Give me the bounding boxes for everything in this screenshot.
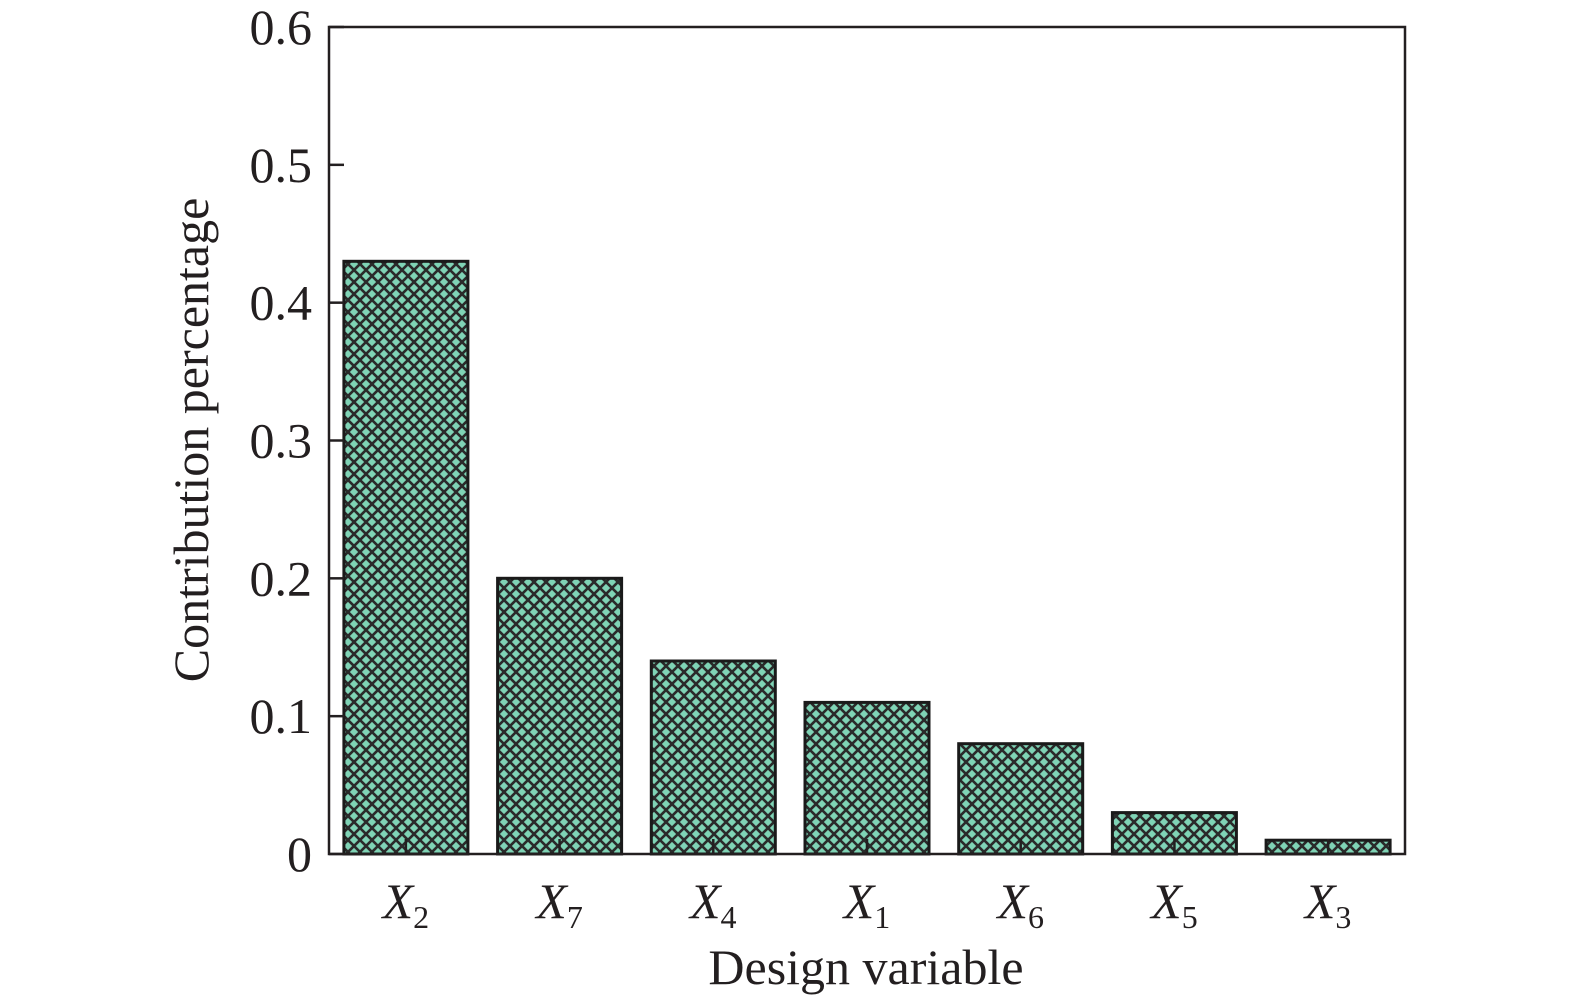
bar-X4 xyxy=(649,659,777,856)
y-ticks-group: 0 0.1 0.2 0.3 0.4 0.5 0.6 xyxy=(250,0,344,882)
x-tick-label: X6 xyxy=(995,873,1044,935)
bar-X6 xyxy=(957,742,1085,856)
x-tick-label: X1 xyxy=(842,873,891,935)
y-tick-label: 0.4 xyxy=(250,275,313,331)
x-axis-title: Design variable xyxy=(708,939,1023,995)
x-tick-label: X4 xyxy=(688,873,737,935)
bars-group xyxy=(342,259,1392,856)
bar-X7 xyxy=(496,576,624,856)
x-tick-label: X5 xyxy=(1149,873,1198,935)
bar-X1 xyxy=(803,700,931,856)
x-ticks-group: X2 X7 X4 X1 X6 X5 X3 xyxy=(381,839,1352,935)
y-tick-label: 0.1 xyxy=(250,688,313,744)
y-tick-label: 0.3 xyxy=(250,413,313,469)
x-tick-label: X7 xyxy=(534,873,583,935)
y-axis-title: Contribution percentage xyxy=(163,198,219,683)
x-tick-label: X3 xyxy=(1303,873,1352,935)
x-tick-label: X2 xyxy=(381,873,430,935)
y-tick-label: 0 xyxy=(287,826,312,882)
y-tick-label: 0.6 xyxy=(250,0,313,55)
y-tick-label: 0.2 xyxy=(250,550,313,606)
bar-X2 xyxy=(342,259,470,856)
y-tick-label: 0.5 xyxy=(250,137,313,193)
